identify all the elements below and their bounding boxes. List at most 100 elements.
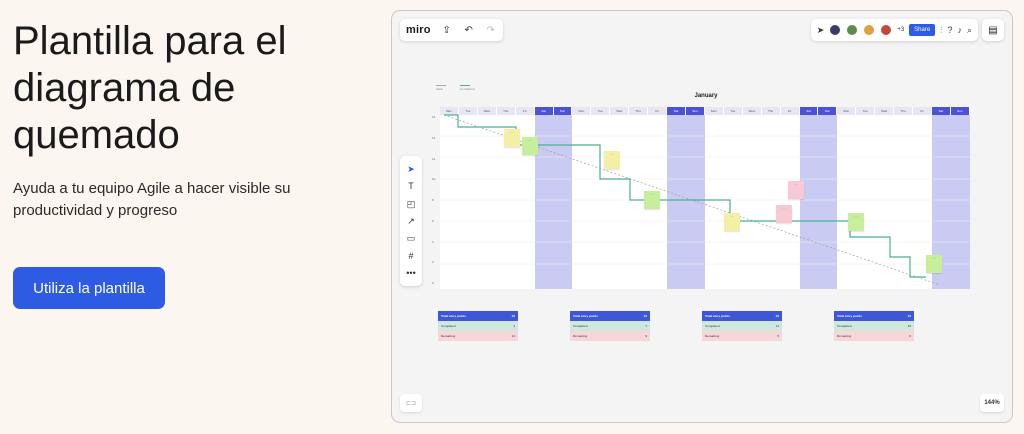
avatar[interactable] (829, 24, 842, 36)
day-header-row: Mon Tue Wed Thu Fri Sat Sun Mon Tue Wed Thu Fri Sat S… (440, 107, 970, 115)
left-tools-toolbar: ➤ T ◰ ↗ ▭ # ••• (400, 156, 422, 286)
minimap-toggle[interactable]: ⊏⊐ (400, 394, 422, 412)
table-header: Total story points 16 (834, 311, 914, 321)
table-header: Total story points 16 (702, 311, 782, 321)
day-header-23: Wed (875, 107, 895, 115)
miro-board-preview: miro ⇪ ↶ ↷ ➤ +3 Share ⫶ ? ♪ ⌕ ▤ ➤ T ◰ ↗ … (391, 10, 1013, 423)
y-tick-label: 8 (432, 198, 434, 202)
top-right-toolbar: ➤ +3 Share ⫶ ? ♪ ⌕ (810, 19, 978, 41)
help-icon[interactable]: ? (947, 25, 953, 35)
sticky-note[interactable]: ·· ·· (776, 205, 792, 223)
connector-tool-icon[interactable]: ↗ (407, 215, 415, 226)
story-points-table: Total story points 16 Completed 16 Remaining… (834, 311, 914, 341)
day-header-14: Mon (704, 107, 724, 115)
gridlines (440, 135, 970, 265)
day-header-2: Wed (477, 107, 497, 115)
day-header-21: Mon (837, 107, 857, 115)
day-header-15: Tue (723, 107, 743, 115)
day-header-26: Sat (931, 107, 951, 115)
row-label: Completed (705, 324, 720, 328)
row-label: Completed (837, 324, 852, 328)
search-icon[interactable]: ⌕ (966, 24, 972, 35)
row-value: 7 (645, 324, 647, 328)
cursor-arrow-icon[interactable]: ➤ (816, 24, 825, 35)
sticky-note[interactable]: ·· ·· (644, 191, 660, 209)
day-header-17: Thu (761, 107, 781, 115)
avatar[interactable] (863, 24, 876, 36)
story-points-table: Total story points 16 Completed 7 Remaining 9 (570, 311, 650, 341)
sticky-text: ·· ·· (729, 215, 735, 218)
sticky-text: ·· ·· (931, 257, 937, 260)
ideal-line (443, 114, 941, 286)
row-label: Remaining (441, 334, 456, 338)
row-value: 11 (775, 324, 779, 328)
table-row: Remaining 5 (702, 331, 782, 341)
avatar[interactable] (880, 24, 893, 36)
completed-line-swatch (460, 84, 470, 86)
upload-icon[interactable]: ⇪ (442, 24, 451, 36)
share-button[interactable]: Share (909, 24, 936, 36)
table-header: Total story points 16 (570, 311, 650, 321)
comment-tool-icon[interactable]: ▭ (406, 233, 416, 244)
table-header-total: 16 (643, 314, 647, 318)
redo-icon[interactable]: ↷ (486, 24, 495, 36)
sticky-text: ·· ·· (853, 215, 859, 218)
row-value: 16 (907, 324, 911, 328)
day-header-10: Thu (629, 107, 649, 115)
sticky-note[interactable]: ·· ·· (848, 213, 864, 231)
sticky-note[interactable]: ·· ·· (724, 213, 740, 231)
more-tools-icon[interactable]: ••• (406, 268, 416, 279)
y-tick-label: 12 (432, 156, 436, 161)
day-header-5: Sat (534, 107, 554, 115)
ideal-line-swatch (436, 84, 446, 86)
sticky-note-tool-icon[interactable]: ◰ (406, 198, 416, 209)
table-header-label: Total story points (705, 314, 730, 318)
legend-completed: Completed (460, 83, 475, 91)
zoom-level[interactable]: 144% (980, 394, 1004, 412)
select-tool-icon[interactable]: ➤ (407, 163, 415, 174)
row-label: Remaining (837, 334, 852, 338)
table-header-total: 16 (907, 314, 911, 318)
sticky-note[interactable]: ·· ·· (504, 129, 520, 147)
story-points-table: Total story points 16 Completed 4 Remaining 1… (438, 311, 518, 341)
table-header-label: Total story points (441, 314, 466, 318)
notes-panel-button[interactable]: ▤ (982, 19, 1004, 41)
row-label: Completed (441, 324, 456, 328)
minimap-icon: ⊏⊐ (405, 400, 417, 407)
undo-icon[interactable]: ↶ (464, 24, 473, 36)
table-header-total: 16 (511, 314, 515, 318)
sticky-note[interactable]: ·· ·· (522, 137, 538, 155)
page-title: Plantilla para el diagrama de quemado (13, 19, 287, 157)
weekend-band (799, 115, 838, 289)
settings-sliders-icon[interactable]: ⫶ (940, 24, 943, 35)
day-header-22: Tue (856, 107, 876, 115)
sticky-note[interactable]: ·· ·· (788, 181, 804, 199)
y-tick-label: 16 (432, 115, 436, 119)
text-tool-icon[interactable]: T (408, 181, 414, 192)
table-row: Remaining 9 (570, 331, 650, 341)
sticky-text: ·· ·· (609, 153, 615, 156)
y-tick-label: 14 (432, 135, 436, 140)
burndown-chart: Mon Tue Wed Thu Fri Sat Sun Mon Tue Wed Thu Fri Sat S… (432, 107, 970, 289)
avatar[interactable] (846, 24, 859, 36)
legend-ideal: Ideal (436, 83, 448, 91)
day-header-12: Sat (667, 107, 686, 115)
day-header-11: Fri (648, 107, 668, 115)
use-template-button[interactable]: Utiliza la plantilla (13, 267, 165, 309)
sticky-note[interactable]: ·· ·· (926, 255, 942, 273)
frame-tool-icon[interactable]: # (408, 250, 414, 261)
day-header-25: Fri (913, 107, 932, 115)
chart-lines (440, 114, 970, 286)
day-header-16: Wed (742, 107, 762, 115)
day-header-9: Wed (610, 107, 630, 115)
story-points-tables: Total story points 16 Completed 4 Remaining 1… (436, 311, 976, 351)
bell-icon[interactable]: ♪ (957, 25, 962, 35)
month-title: January (694, 93, 718, 99)
row-value: 4 (513, 324, 515, 328)
y-tick-label: 6 (432, 218, 434, 223)
day-header-20: Sun (818, 107, 838, 115)
day-header-6: Sun (553, 107, 573, 115)
extra-collaborators-count[interactable]: +3 (897, 27, 905, 33)
sticky-note[interactable]: ·· ·· (604, 151, 620, 169)
sticky-text: ·· ·· (649, 193, 655, 196)
